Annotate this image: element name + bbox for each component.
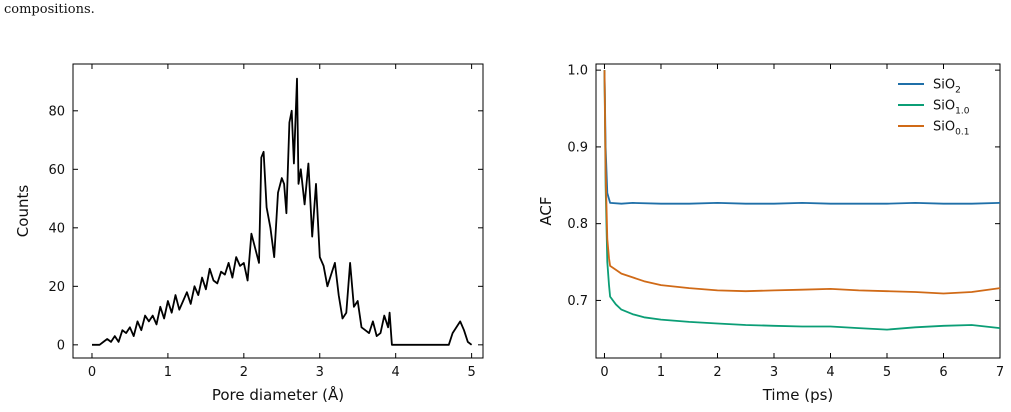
x-tick-label: 1	[164, 365, 172, 380]
y-tick-label: 0.9	[567, 140, 588, 155]
x-tick-label: 0	[600, 365, 608, 380]
series-line-2	[603, 70, 1001, 331]
legend: SiO2 SiO1.0 SiO0.1	[898, 78, 970, 138]
y-tick-label: 0	[57, 338, 65, 353]
legend-label: SiO2	[933, 78, 961, 96]
y-tick-label: 0.7	[567, 294, 588, 309]
x-tick-label: 4	[826, 365, 834, 380]
chart-panel-1: 0 1 2 3 4 5 0 20 40 60 80 Pore diameter (Å) Counts	[14, 63, 484, 404]
series-line-1	[603, 70, 1001, 205]
x-tick-label: 4	[392, 365, 400, 380]
y-tick-label: 60	[48, 163, 65, 178]
legend-label: SiO0.1	[933, 120, 969, 138]
y-axis-label: ACF	[537, 196, 555, 225]
x-tick-label: 1	[657, 365, 665, 380]
x-tick-label: 2	[713, 365, 721, 380]
x-tick-label: 6	[939, 365, 947, 380]
x-axis-label: Time (ps)	[762, 386, 834, 404]
x-tick-label: 7	[996, 365, 1004, 380]
x-tick-label: 0	[88, 365, 96, 380]
y-tick-label: 1.0	[567, 64, 588, 79]
y-tick-label: 20	[48, 280, 65, 295]
chart-panel-2: 0 1 2 3 4 5 6 7 0.7 0.8 0.9 1.0 Time (ps) ACF SiO2 SiO1…	[537, 63, 1004, 404]
x-tick-label: 3	[316, 365, 324, 380]
x-tick-label: 2	[240, 365, 248, 380]
y-tick-label: 0.8	[567, 217, 588, 232]
x-tick-label: 3	[770, 365, 778, 380]
plot-frame	[72, 63, 484, 359]
x-tick-label: 5	[467, 365, 475, 380]
series-line-1	[92, 77, 473, 346]
y-tick-label: 80	[48, 104, 65, 119]
legend-label: SiO1.0	[933, 99, 970, 117]
series-line-3	[603, 70, 1001, 295]
y-tick-label: 40	[48, 221, 65, 236]
x-axis-label: Pore diameter (Å)	[212, 385, 344, 404]
x-tick-label: 5	[883, 365, 891, 380]
figure-caption-fragment: compositions.	[4, 2, 95, 17]
plot-frame	[595, 63, 1001, 359]
y-axis-label: Counts	[14, 185, 32, 238]
